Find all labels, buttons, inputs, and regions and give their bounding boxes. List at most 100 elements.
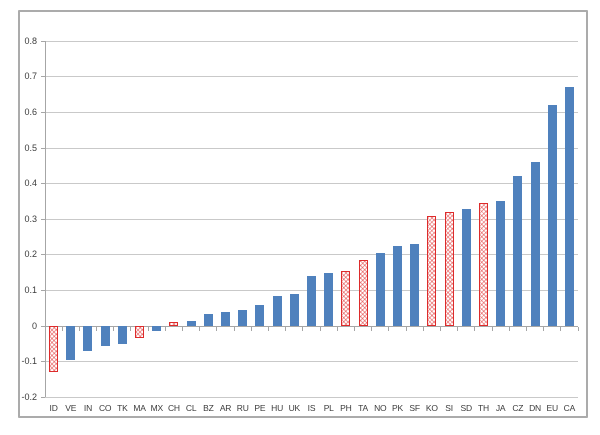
x-axis-tick (388, 326, 390, 331)
x-axis-tick (44, 326, 46, 331)
x-axis-tick (405, 326, 407, 331)
x-axis-tick (268, 326, 270, 331)
x-axis-label: SI (445, 403, 453, 414)
y-axis-tick (41, 218, 45, 220)
gridline (45, 147, 578, 149)
x-axis-label: BZ (203, 403, 214, 414)
x-axis-label: PL (323, 403, 334, 414)
x-axis-label: CZ (512, 403, 524, 414)
x-axis-tick (371, 326, 373, 331)
x-axis-tick (474, 326, 476, 331)
y-axis-tick-label: -0.2 (21, 391, 37, 402)
x-axis-label: NO (374, 403, 387, 414)
bar-is (307, 276, 316, 326)
x-axis-label: PK (391, 403, 403, 414)
y-axis-tick (41, 183, 45, 185)
y-axis-tick (41, 147, 45, 149)
bar-ru (238, 309, 248, 326)
gridline (45, 396, 578, 398)
bar-ch (169, 322, 179, 326)
gridline (45, 218, 578, 220)
x-axis-label: VE (65, 403, 77, 414)
bar-eu (547, 105, 557, 326)
bar-si (444, 212, 454, 326)
y-axis-tick (41, 361, 45, 363)
x-axis-tick (147, 326, 149, 331)
x-axis-tick (439, 326, 441, 331)
x-axis-label: DN (529, 403, 541, 414)
bar-ja (496, 201, 506, 326)
bar-ko (427, 215, 437, 326)
gridline (45, 111, 578, 113)
y-axis-tick (41, 289, 45, 291)
bar-pk (392, 245, 402, 326)
bar-th (478, 203, 488, 326)
x-axis-label: SD (460, 403, 473, 414)
x-axis-tick (336, 326, 338, 331)
x-axis-label: IN (83, 403, 93, 414)
bar-cl (186, 320, 196, 326)
x-axis-label: JA (495, 403, 506, 414)
x-axis-tick (113, 326, 115, 331)
gridline (45, 361, 578, 363)
y-axis-tick-label: -0.1 (21, 356, 37, 367)
x-axis-tick (96, 326, 98, 331)
y-axis-tick (41, 40, 45, 42)
x-axis-tick (164, 326, 166, 331)
y-axis-tick-label: 0.1 (24, 284, 37, 295)
y-axis-tick-label: 0.4 (24, 178, 37, 189)
y-axis-tick-label: 0.6 (24, 106, 37, 117)
x-axis-label: CA (563, 403, 576, 414)
x-axis-label: EU (546, 403, 558, 414)
bar-hu (272, 295, 282, 326)
x-axis-tick (319, 326, 321, 331)
x-axis-tick (508, 326, 510, 331)
y-axis-tick-label: 0.7 (24, 71, 37, 82)
gridline (45, 254, 578, 256)
x-axis-tick (302, 326, 304, 331)
x-axis-tick (285, 326, 287, 331)
x-axis-label: SF (409, 403, 420, 414)
y-axis-tick-label: 0.5 (24, 142, 37, 153)
chart-frame (18, 10, 588, 418)
x-axis-tick (233, 326, 235, 331)
x-axis-tick (422, 326, 424, 331)
x-axis-label: TA (358, 403, 368, 414)
bar-ma (135, 326, 145, 339)
x-axis-tick (491, 326, 493, 331)
bar-in (83, 326, 93, 351)
x-axis-tick (61, 326, 63, 331)
gridline (45, 40, 578, 42)
x-axis-label: RU (236, 403, 249, 414)
y-axis-tick-label: 0 (31, 320, 37, 331)
x-axis-label: TH (477, 403, 489, 414)
y-axis-tick (41, 254, 45, 256)
bar-dn (530, 162, 540, 326)
bar-id (49, 326, 59, 373)
x-axis-label: KO (425, 403, 438, 414)
x-axis-tick (353, 326, 355, 331)
bar-pe (255, 304, 265, 326)
bar-bz (203, 313, 213, 326)
x-axis-tick (182, 326, 184, 331)
bar-co (100, 326, 110, 346)
bar-ta (358, 260, 368, 326)
bar-ar (221, 311, 231, 326)
bar-tk (117, 326, 127, 344)
y-axis-tick-label: 0.8 (24, 35, 37, 46)
y-axis-tick-label: 0.2 (24, 249, 37, 260)
x-axis-tick (543, 326, 545, 331)
y-axis-tick-label: 0.3 (24, 213, 37, 224)
x-axis-label: AR (219, 403, 232, 414)
x-axis-label: CL (185, 403, 197, 414)
x-axis-label: CH (167, 403, 180, 414)
y-axis-tick (41, 325, 45, 327)
zero-gridline (45, 325, 578, 327)
bar-ca (564, 87, 574, 326)
y-axis-tick (41, 76, 45, 78)
bar-sf (410, 244, 420, 326)
x-axis-tick (525, 326, 527, 331)
bar-ve (66, 326, 76, 360)
value-axis-line (44, 41, 46, 398)
